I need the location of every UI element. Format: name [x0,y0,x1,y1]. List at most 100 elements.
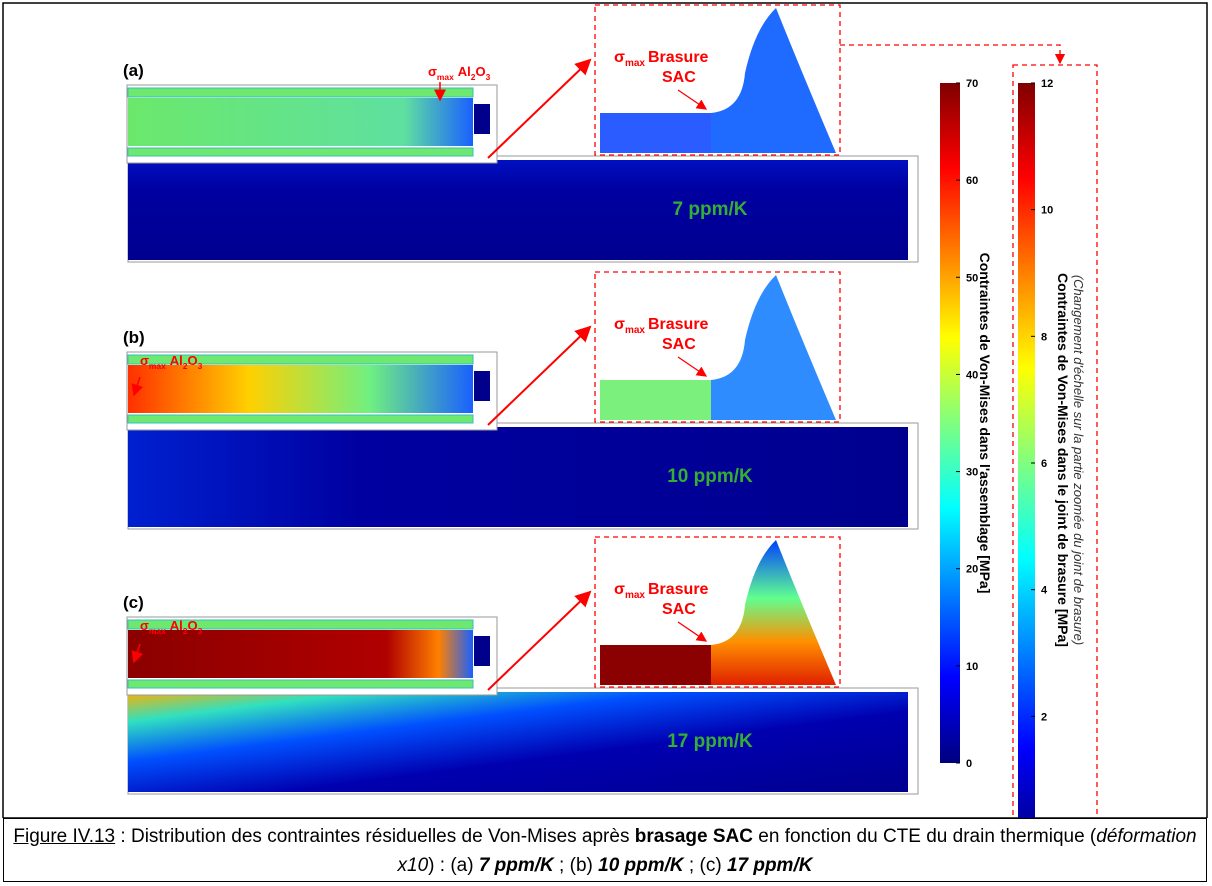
annotation-part: Al [170,618,183,633]
colorbar-frame [1012,64,1098,818]
zoom-arrow [487,58,592,159]
inset-solder-fillet [711,275,836,420]
annotation-part: O [188,618,198,633]
colorbar-label: Contraintes de Von-Mises dans le joint d… [1055,273,1071,647]
annotation-part: Al [458,64,471,79]
annotation-part: 3 [198,361,203,371]
colorbar-tick-label: 6 [1041,458,1047,470]
caption-text: en fonction du CTE du drain thermique ( [753,826,1097,847]
annotation-arrow [131,376,144,397]
caption-text: : Distribution des contraintes résiduell… [115,826,635,847]
colorbar-tick-label: 0 [966,758,972,770]
annotation-arrow [131,643,144,664]
caption-text: ; (c) [683,855,727,876]
annotation-part: σ [428,64,437,79]
annotation-part: max [625,590,645,601]
annotation-part: O [188,353,198,368]
cte-label: 10 ppm/K [667,466,753,487]
colorbar-tick-label: 2 [1041,711,1047,723]
zoom-arrow [487,590,592,691]
annotation-part: σ [140,353,149,368]
annotation-part: max [437,72,454,82]
annotation-part: Brasure [648,316,709,333]
colorbar-tick-label: 40 [966,369,978,381]
colorbar-note: (Changement d'échelle sur la partie zoom… [1071,275,1086,645]
terminal [474,636,490,666]
colorbar [1018,83,1035,818]
annotation: σmax Al2O3 [140,618,203,636]
annotation-part: max [149,626,166,636]
annotation-part: 2 [471,72,476,82]
panel-label: (c) [123,593,144,612]
colorbar-tick-label: 8 [1041,331,1047,343]
annotation: SAC [662,336,696,353]
annotation: σmax Al2O3 [428,64,491,82]
annotation-part: 3 [198,626,203,636]
colorbar-tick-label: 50 [966,272,978,284]
connector [840,44,1066,65]
colorbar-tick-label: 30 [966,467,978,479]
figure-number: Figure IV.13 [13,826,116,847]
figure-frame [2,2,1208,818]
colorbar-tick-label: 12 [1041,78,1053,90]
ceramic [128,98,473,146]
annotation-part: O [476,64,486,79]
annotation: σmax Brasure [614,581,709,601]
caption-text: brasage SAC [634,826,754,847]
copper-bottom [127,147,474,157]
annotation-part: σ [614,316,625,333]
inset-solder-fillet [711,8,836,153]
panel-label: (a) [123,61,144,80]
copper-bottom [127,414,474,424]
caption-text: ) : (a) [428,855,479,876]
annotation-part: max [625,325,645,336]
annotation: σmax Al2O3 [140,353,203,371]
colorbar-tick-label: 10 [1041,205,1053,217]
annotation-arrow [677,89,708,110]
annotation: σmax Brasure [614,49,709,69]
annotation-part: σ [614,581,625,598]
baseplate [128,692,908,792]
copper-top [127,354,474,365]
annotation-part: σ [614,49,625,66]
inset-solder-base [600,645,712,685]
caption-text: 7 ppm/K [478,855,554,876]
colorbar [940,83,960,763]
inset-solder-fillet [711,540,836,685]
zoom-arrow [487,325,592,426]
annotation-part: Al [170,353,183,368]
ceramic [128,630,473,678]
annotation-part: max [149,361,166,371]
annotation-part: 2 [183,361,188,371]
annotation-part: 2 [183,626,188,636]
copper-bottom [127,679,474,689]
inset-solder-base [600,113,712,153]
annotation-part: max [625,58,645,69]
caption: Figure IV.13 : Distribution des contrain… [3,818,1207,882]
colorbar-tick-label: 20 [966,564,978,576]
annotation: σmax Brasure [614,316,709,336]
baseplate [128,427,908,527]
terminal [474,104,490,134]
annotation: SAC [662,601,696,618]
annotation-arrow [677,621,708,642]
ceramic [128,365,473,413]
colorbar-label: Contraintes de Von-Mises dans l'assembla… [977,253,993,594]
annotation-part: Brasure [648,581,709,598]
annotation: SAC [662,69,696,86]
copper-top [127,87,474,98]
annotation-part: σ [140,618,149,633]
annotation-part: Brasure [648,49,709,66]
cte-label: 17 ppm/K [667,731,753,752]
annotation-arrow [677,356,708,377]
colorbar-tick-label: 70 [966,78,978,90]
caption-text: ; (b) [553,855,599,876]
colorbar-tick-label: 60 [966,175,978,187]
caption-text: 10 ppm/K [598,855,684,876]
inset-solder-base [600,380,712,420]
cte-label: 7 ppm/K [673,199,748,220]
terminal [474,371,490,401]
